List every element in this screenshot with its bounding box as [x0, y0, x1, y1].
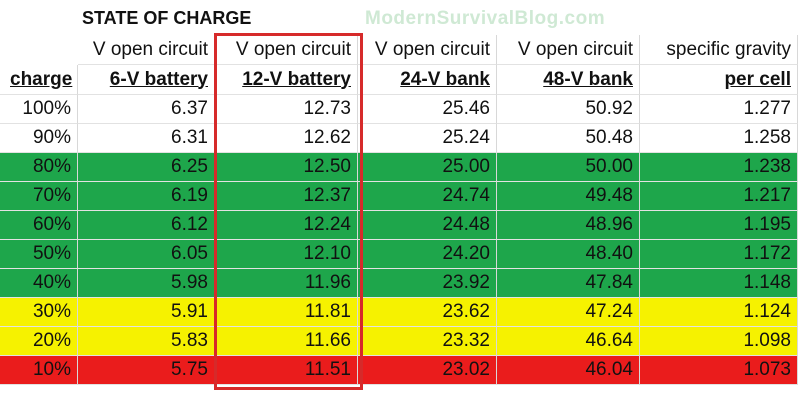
table-cell: 1.258 — [640, 124, 798, 153]
table-cell: 5.91 — [78, 298, 215, 327]
table-cell: 11.66 — [215, 327, 358, 356]
table-cell: 30% — [0, 298, 78, 327]
table-cell: 46.04 — [497, 356, 640, 385]
column-header: 48-V bank — [497, 65, 640, 95]
table-cell: 23.92 — [358, 269, 497, 298]
table-cell: 46.64 — [497, 327, 640, 356]
table-title: STATE OF CHARGE — [82, 8, 252, 28]
subheader: V open circuit — [78, 35, 215, 65]
table-cell: 11.81 — [215, 298, 358, 327]
table-cell: 1.098 — [640, 327, 798, 356]
table-cell: 50.48 — [497, 124, 640, 153]
table-cell: 12.50 — [215, 153, 358, 182]
table-cell: 48.40 — [497, 240, 640, 269]
table-cell: 1.238 — [640, 153, 798, 182]
table-cell: 1.124 — [640, 298, 798, 327]
table-cell: 6.12 — [78, 211, 215, 240]
table-cell: 5.98 — [78, 269, 215, 298]
table-cell: 1.277 — [640, 95, 798, 124]
table-cell: 12.10 — [215, 240, 358, 269]
table-cell: 23.62 — [358, 298, 497, 327]
table-cell: 25.00 — [358, 153, 497, 182]
table-cell: 11.51 — [215, 356, 358, 385]
table-cell: 5.83 — [78, 327, 215, 356]
column-header: charge — [0, 65, 78, 95]
watermark: ModernSurvivalBlog.com — [365, 8, 606, 29]
table-cell: 60% — [0, 211, 78, 240]
table-cell: 23.32 — [358, 327, 497, 356]
table-cell: 6.05 — [78, 240, 215, 269]
column-header: 12-V battery — [215, 65, 358, 95]
table-cell: 47.24 — [497, 298, 640, 327]
table-cell: 48.96 — [497, 211, 640, 240]
table-cell: 6.37 — [78, 95, 215, 124]
table-cell: 1.195 — [640, 211, 798, 240]
table-cell: 24.20 — [358, 240, 497, 269]
table-cell: 10% — [0, 356, 78, 385]
table-cell: 12.73 — [215, 95, 358, 124]
table-cell: 100% — [0, 95, 78, 124]
table-cell: 25.46 — [358, 95, 497, 124]
table-cell: 49.48 — [497, 182, 640, 211]
table-cell: 1.148 — [640, 269, 798, 298]
subheader: V open circuit — [497, 35, 640, 65]
table-cell: 40% — [0, 269, 78, 298]
table-cell: 24.48 — [358, 211, 497, 240]
table-cell: 12.37 — [215, 182, 358, 211]
table-cell: 6.31 — [78, 124, 215, 153]
subheader: V open circuit — [215, 35, 358, 65]
table-cell: 11.96 — [215, 269, 358, 298]
column-header: 6-V battery — [78, 65, 215, 95]
table-cell: 6.25 — [78, 153, 215, 182]
table-cell: 47.84 — [497, 269, 640, 298]
table-cell: 1.172 — [640, 240, 798, 269]
table-cell: 6.19 — [78, 182, 215, 211]
table-cell: 50% — [0, 240, 78, 269]
table-cell: 5.75 — [78, 356, 215, 385]
table-cell: 1.217 — [640, 182, 798, 211]
subheader: V open circuit — [358, 35, 497, 65]
subheader: specific gravity — [640, 35, 798, 65]
table-cell: 90% — [0, 124, 78, 153]
table-cell: 25.24 — [358, 124, 497, 153]
table-cell: 50.92 — [497, 95, 640, 124]
table-cell: 12.62 — [215, 124, 358, 153]
table-cell: 1.073 — [640, 356, 798, 385]
column-header: 24-V bank — [358, 65, 497, 95]
table-cell: 70% — [0, 182, 78, 211]
table-cell: 50.00 — [497, 153, 640, 182]
table-cell: 20% — [0, 327, 78, 356]
table-cell: 12.24 — [215, 211, 358, 240]
table-cell: 24.74 — [358, 182, 497, 211]
table-cell: 80% — [0, 153, 78, 182]
table-cell: 23.02 — [358, 356, 497, 385]
column-header: per cell — [640, 65, 798, 95]
